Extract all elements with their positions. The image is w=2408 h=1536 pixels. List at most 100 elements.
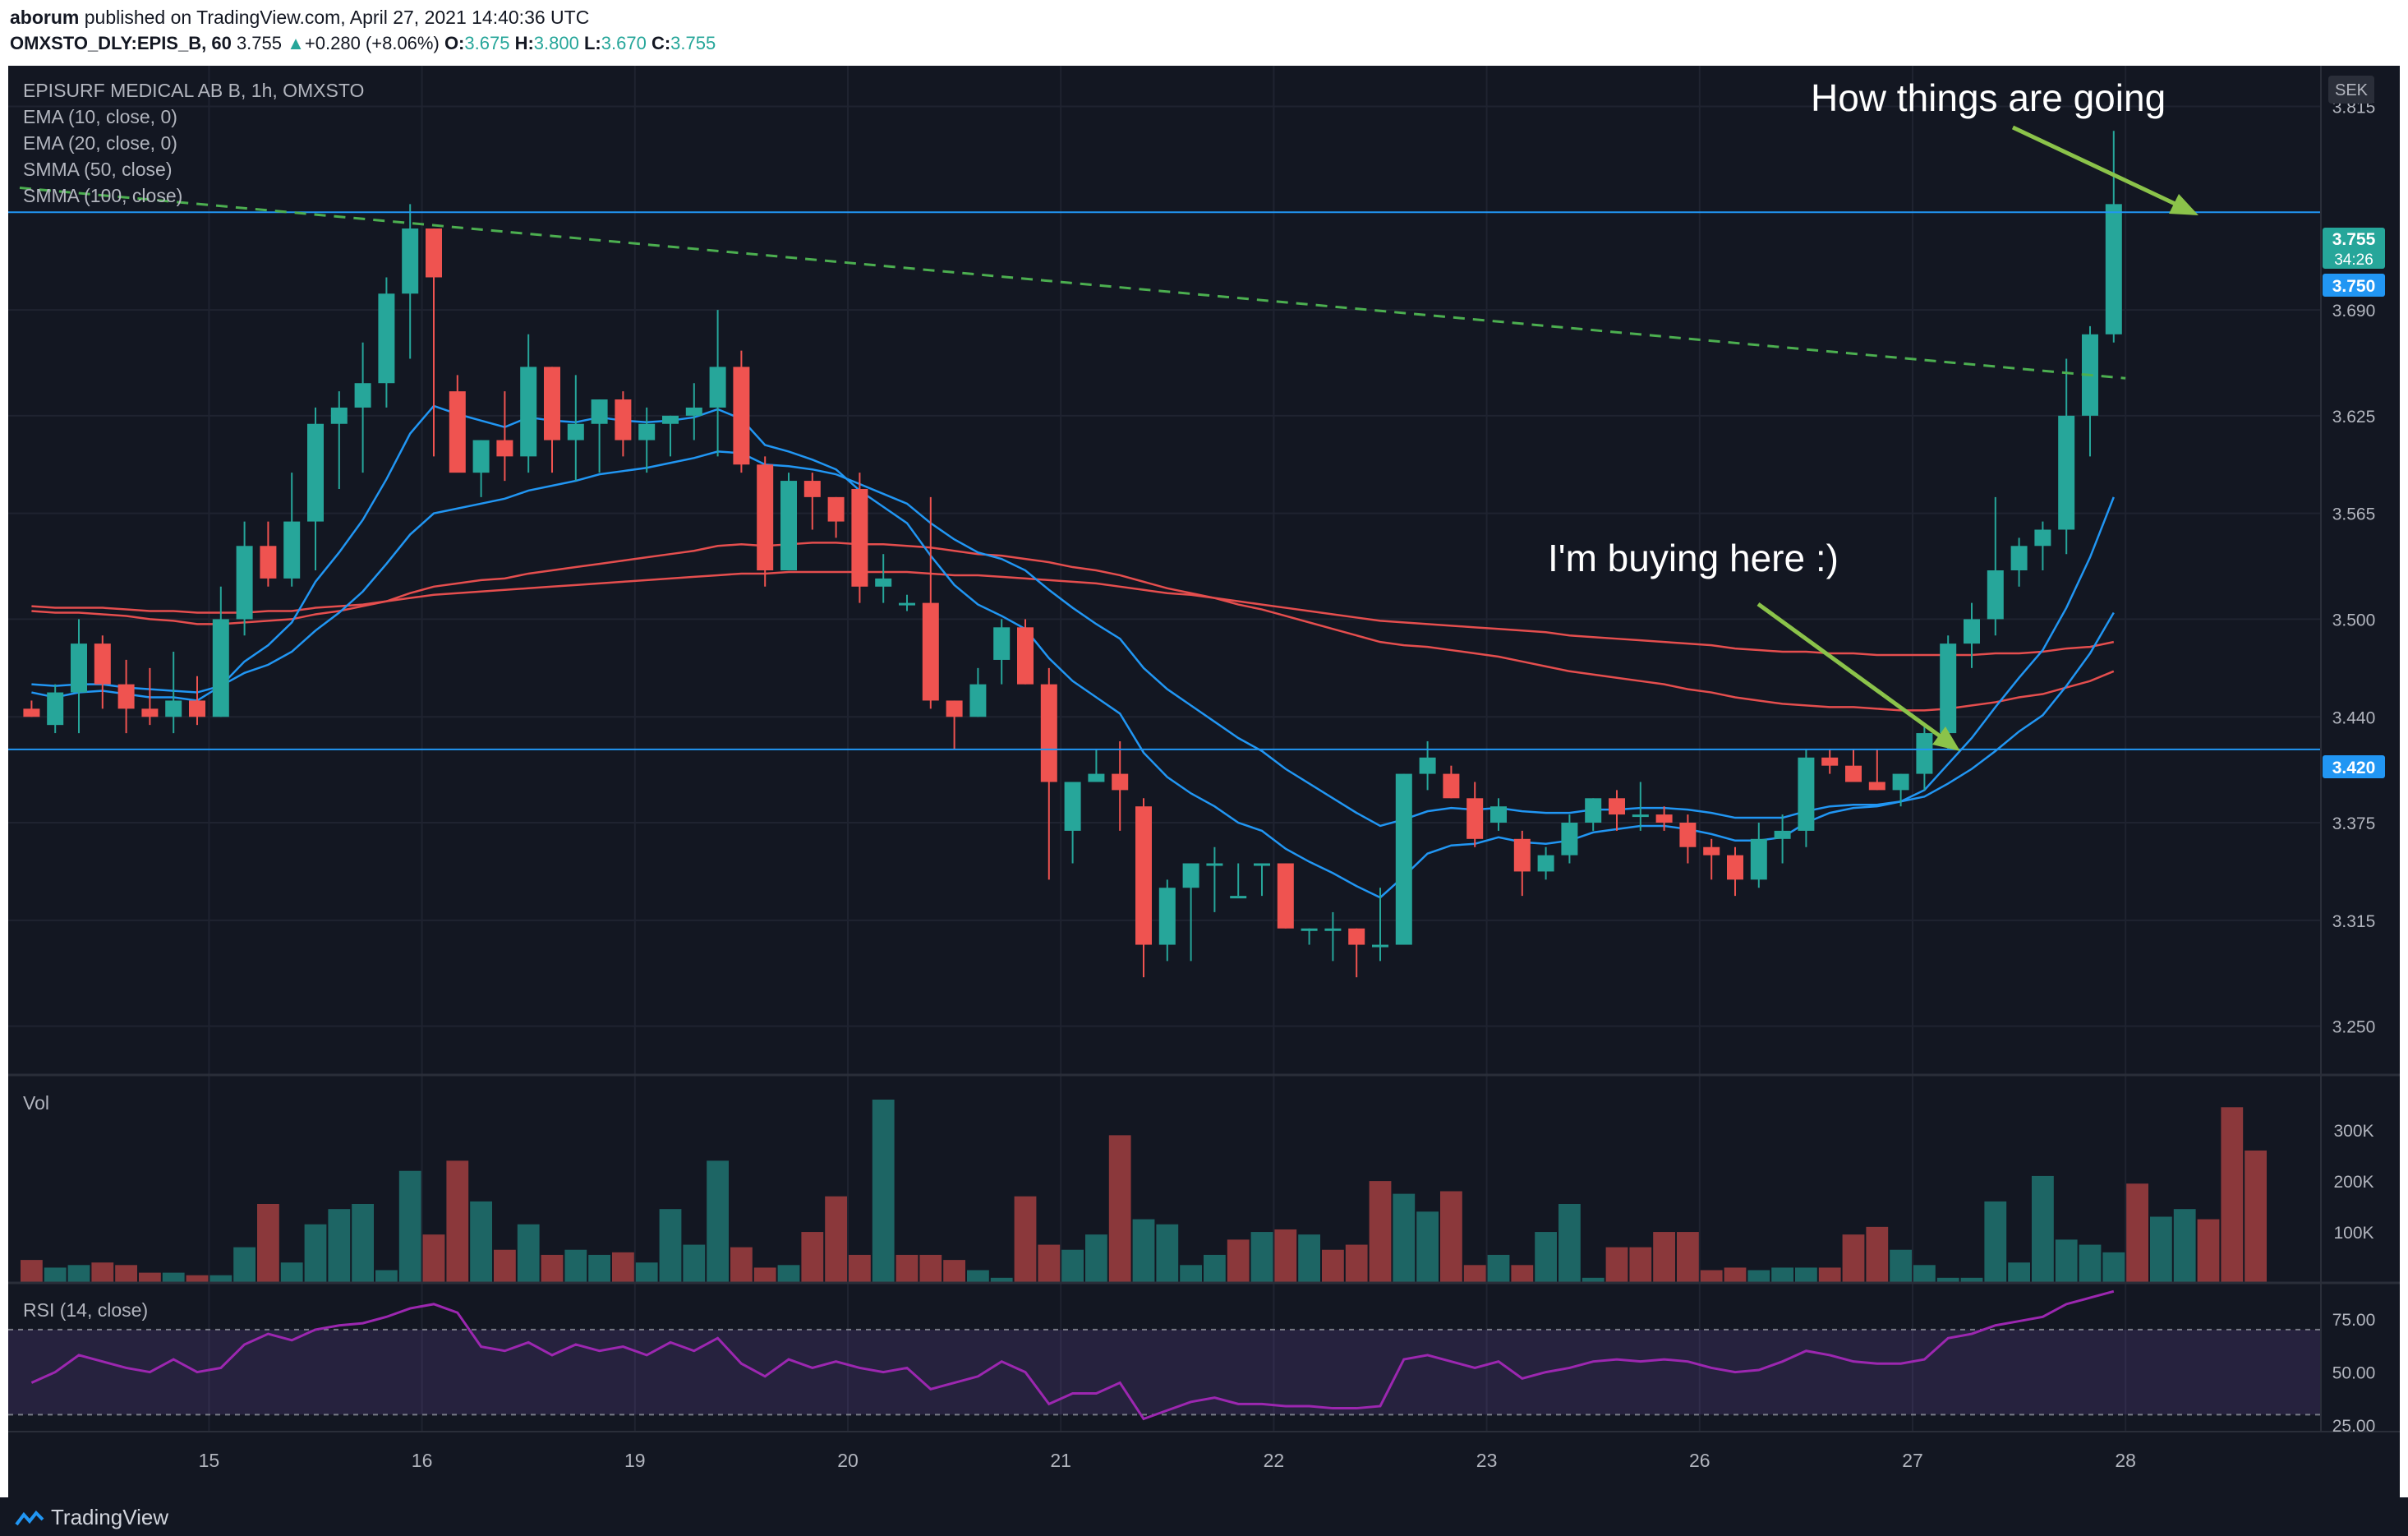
- ohlc-line: OMXSTO_DLY:EPIS_B, 60 3.755 ▲+0.280 (+8.…: [10, 33, 716, 54]
- volume-bar: [1677, 1232, 1699, 1283]
- candle-body: [2105, 204, 2122, 334]
- volume-bar: [1393, 1193, 1416, 1283]
- volume-bar: [1156, 1224, 1179, 1283]
- price-tick-label: 3.375: [2332, 814, 2376, 833]
- volume-bar: [753, 1267, 776, 1283]
- candle-body: [1064, 782, 1081, 831]
- volume-bar: [67, 1265, 90, 1283]
- volume-bar: [1535, 1232, 1557, 1283]
- legend-ema20[interactable]: EMA (20, close, 0): [23, 132, 177, 154]
- smma50-line: [31, 542, 2115, 712]
- volume-bar: [1180, 1265, 1202, 1283]
- legend-smma100[interactable]: SMMA (100, close): [23, 185, 182, 206]
- volume-bar: [2079, 1244, 2102, 1283]
- last-price: 3.755: [236, 33, 282, 53]
- volume-bar: [1559, 1203, 1581, 1283]
- rsi-line: [30, 1289, 2115, 1421]
- candle-body: [1727, 855, 1743, 880]
- time-tick-label: 15: [199, 1450, 220, 1471]
- candle-body: [1987, 570, 2004, 620]
- candle-body: [1158, 888, 1176, 945]
- volume-bar: [919, 1254, 942, 1283]
- candle-body: [709, 367, 726, 408]
- candle-body: [71, 643, 87, 693]
- candle-body: [1609, 798, 1625, 815]
- volume-bar: [2055, 1239, 2078, 1283]
- volume-bar: [990, 1277, 1013, 1283]
- candle-body: [1964, 619, 1980, 644]
- level-tag-2-value: 3.420: [2332, 759, 2376, 777]
- candle-body: [402, 228, 419, 294]
- volume-bar: [1795, 1267, 1817, 1283]
- candle-body: [875, 578, 892, 587]
- volume-bar: [541, 1254, 564, 1283]
- candle-body: [780, 481, 797, 570]
- price-tick-label: 3.625: [2332, 408, 2376, 427]
- candle-body: [23, 708, 40, 717]
- candle-body: [544, 367, 560, 441]
- candle-body: [165, 700, 182, 717]
- volume-bar: [470, 1201, 492, 1283]
- currency-button[interactable]: [2328, 76, 2374, 104]
- volume-bar: [1369, 1181, 1392, 1283]
- volume-bar: [21, 1260, 43, 1283]
- candle-body: [1088, 773, 1105, 782]
- volume-bar: [1250, 1232, 1273, 1283]
- candle-body: [1348, 928, 1365, 945]
- volume-bar: [2221, 1107, 2244, 1283]
- time-tick-label: 26: [1689, 1450, 1710, 1471]
- volume-bar: [257, 1203, 279, 1283]
- candle-body: [757, 464, 774, 570]
- legend-title[interactable]: EPISURF MEDICAL AB B, 1h, OMXSTO: [23, 80, 364, 101]
- volume-bar: [91, 1262, 114, 1283]
- candle-body: [354, 383, 371, 408]
- candle-body: [1372, 944, 1388, 948]
- candle-body: [1868, 782, 1885, 791]
- arrow-top[interactable]: [2011, 125, 2199, 215]
- publish-info: published on TradingView.com, April 27, …: [84, 7, 590, 28]
- close-value: 3.755: [670, 33, 716, 53]
- candle-body: [2034, 529, 2051, 547]
- volume-bar: [801, 1232, 824, 1283]
- volume-bar: [328, 1209, 351, 1283]
- volume-bar: [967, 1270, 989, 1283]
- rsi-pane-label[interactable]: RSI (14, close): [23, 1299, 148, 1321]
- volume-bar: [1724, 1267, 1747, 1283]
- tradingview-logo[interactable]: TradingView: [15, 1505, 168, 1530]
- rsi-tick-label: 50.00: [2332, 1364, 2376, 1383]
- annotation-buy[interactable]: I'm buying here :): [1548, 537, 1839, 579]
- volume-bar: [1890, 1249, 1912, 1283]
- candle-body: [1940, 643, 1957, 734]
- time-tick-label: 22: [1264, 1450, 1285, 1471]
- high-value: 3.800: [533, 33, 579, 53]
- price-tick-label: 3.690: [2332, 302, 2376, 321]
- arrow-buy[interactable]: [1757, 602, 1960, 751]
- candle-body: [1182, 863, 1199, 888]
- volume-bar: [517, 1224, 540, 1283]
- chart-container[interactable]: 3.250 3.315 3.375 3.440 3.500 3.565 3.625 3.690…: [8, 66, 2400, 1497]
- candle-body: [922, 602, 939, 701]
- volume-bar: [1629, 1247, 1652, 1283]
- candle-body: [1395, 773, 1412, 945]
- candle-body: [1513, 838, 1531, 872]
- volume-bar: [304, 1224, 327, 1283]
- author-name[interactable]: aborum: [10, 7, 80, 28]
- volume-pane-label[interactable]: Vol: [23, 1092, 49, 1114]
- countdown-label: 34:26: [2334, 251, 2373, 269]
- volume-bar: [2245, 1150, 2267, 1283]
- candle-body: [1443, 773, 1460, 799]
- price-tick-label: 3.440: [2332, 708, 2376, 727]
- legend-ema10[interactable]: EMA (10, close, 0): [23, 106, 177, 127]
- volume-bar: [1605, 1247, 1628, 1283]
- price-chart[interactable]: 3.250 3.315 3.375 3.440 3.500 3.565 3.625 3.690…: [8, 66, 2400, 1497]
- legend-smma50[interactable]: SMMA (50, close): [23, 159, 173, 180]
- candle-body: [472, 440, 490, 473]
- time-tick-label: 21: [1050, 1450, 1071, 1471]
- volume-bar: [825, 1196, 847, 1283]
- volume-bar: [1960, 1277, 1983, 1283]
- candle-body: [2010, 546, 2028, 570]
- volume-bar: [1014, 1196, 1037, 1283]
- candle-body: [567, 423, 584, 441]
- annotation-top[interactable]: How things are going: [1811, 76, 2166, 119]
- volume-bar: [1108, 1135, 1131, 1283]
